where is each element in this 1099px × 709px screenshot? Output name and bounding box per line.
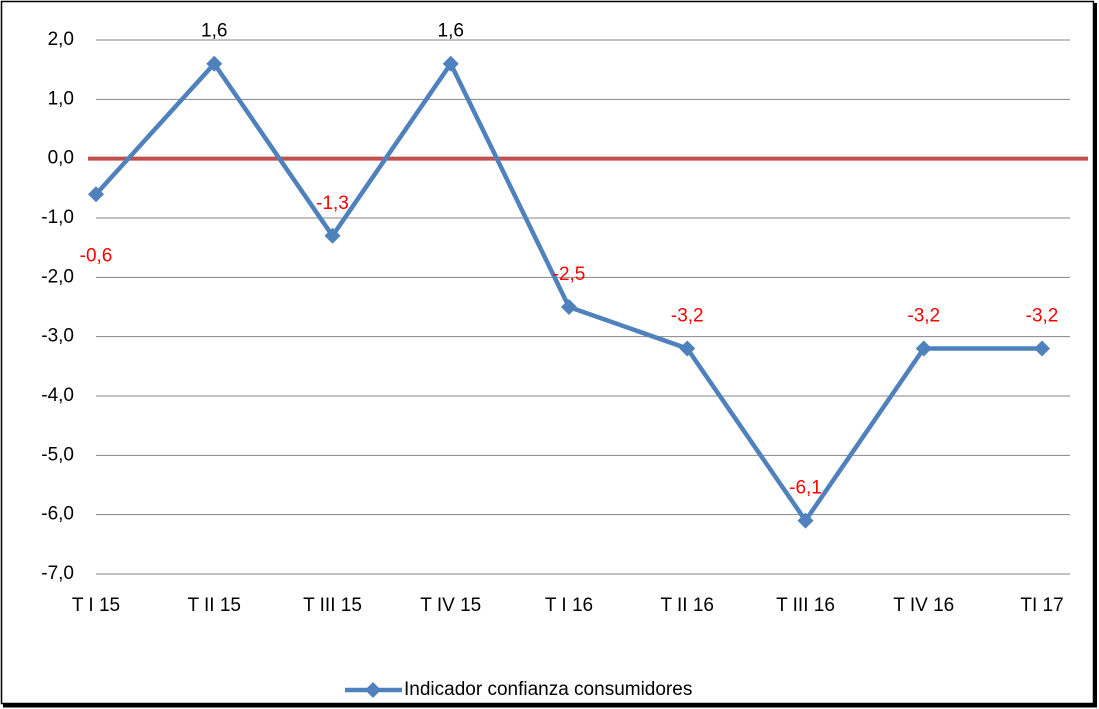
y-tick-label: 1,0 (48, 88, 74, 109)
point-marker (561, 299, 577, 315)
x-tick-label: T I 16 (545, 595, 593, 616)
data-label: 1,6 (201, 21, 227, 42)
y-tick-label: -2,0 (41, 266, 74, 287)
data-label: -3,2 (1026, 306, 1059, 327)
x-tick-label: T II 16 (660, 595, 714, 616)
y-tick-label: 2,0 (48, 29, 74, 50)
x-tick-label: T II 15 (187, 595, 241, 616)
data-label: -6,1 (789, 478, 822, 499)
y-tick-label: -4,0 (41, 385, 74, 406)
point-marker (915, 340, 932, 357)
y-tick-label: -1,0 (41, 207, 74, 228)
point-marker (206, 55, 223, 72)
point-marker (1034, 340, 1050, 357)
legend-marker (365, 682, 381, 698)
point-marker (679, 340, 696, 357)
x-tick-label: T III 15 (303, 595, 362, 616)
legend-label: Indicador confianza consumidores (404, 679, 692, 700)
y-tick-label: -5,0 (41, 444, 74, 465)
data-label: -2,5 (553, 264, 586, 285)
data-label: 1,6 (438, 21, 464, 42)
data-label: -3,2 (671, 306, 704, 327)
y-tick-label: -6,0 (41, 504, 74, 525)
point-marker (442, 55, 459, 72)
data-label: -1,3 (316, 193, 349, 214)
point-marker (324, 227, 341, 244)
data-label: -3,2 (907, 306, 940, 327)
x-tick-label: T I 15 (72, 595, 120, 616)
x-tick-label: T IV 15 (420, 595, 481, 616)
x-tick-label: T IV 16 (893, 595, 954, 616)
x-tick-label: T III 16 (776, 595, 835, 616)
data-label: -0,6 (80, 245, 113, 266)
point-marker (88, 186, 104, 203)
y-tick-label: -3,0 (41, 326, 74, 347)
y-tick-label: -7,0 (41, 563, 74, 584)
y-tick-label: 0,0 (48, 148, 74, 169)
x-tick-label: TI 17 (1020, 595, 1063, 616)
point-marker (797, 512, 814, 529)
